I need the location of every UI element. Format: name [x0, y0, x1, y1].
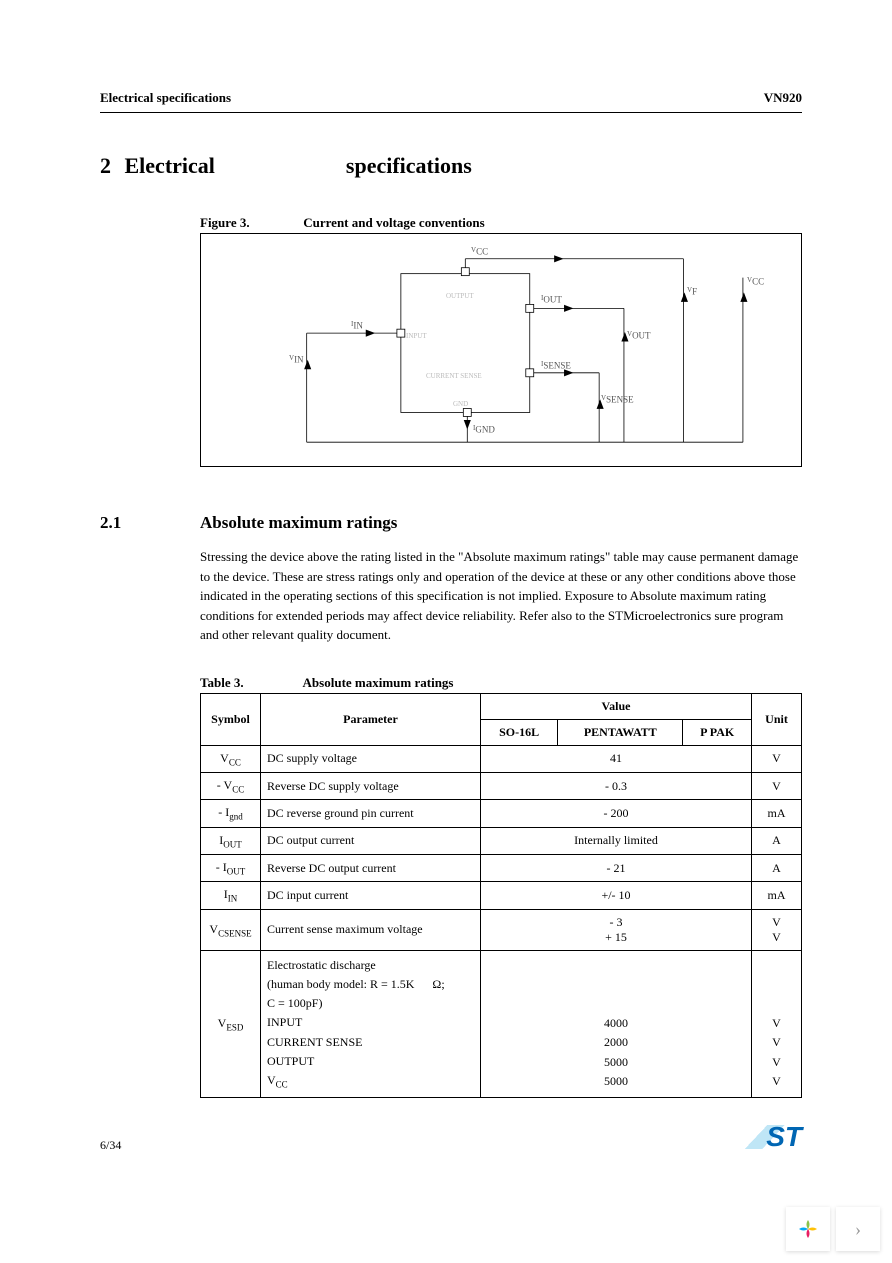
- cell-symbol: VCC: [201, 745, 261, 772]
- table-row: - IOUTReverse DC output current- 21A: [201, 855, 802, 882]
- cell-param: Reverse DC supply voltage: [261, 772, 481, 799]
- table-row: VESDElectrostatic discharge(human body m…: [201, 950, 802, 1097]
- cell-param: Electrostatic discharge(human body model…: [261, 950, 481, 1097]
- table-title: Absolute maximum ratings: [303, 675, 454, 690]
- label-output: OUTPUT: [446, 292, 474, 300]
- nav-next-button[interactable]: ›: [836, 1207, 880, 1251]
- cell-symbol: - IOUT: [201, 855, 261, 882]
- table-row: IINDC input current+/- 10mA: [201, 882, 802, 909]
- subsection-heading: 2.1 Absolute maximum ratings: [100, 513, 802, 547]
- table-number: Table 3.: [200, 675, 300, 691]
- label-vsense: VSENSE: [601, 394, 634, 404]
- table-row: - IgndDC reverse ground pin current- 200…: [201, 800, 802, 827]
- cell-value: - 3+ 15: [481, 909, 752, 950]
- table-row: IOUTDC output currentInternally limitedA: [201, 827, 802, 854]
- cell-param: Reverse DC output current: [261, 855, 481, 882]
- figure-3-diagram: VCC OUTPUT INPUT CURRENT SENSE GND IIN V…: [200, 233, 802, 467]
- header-right: VN920: [764, 90, 802, 106]
- table-row: VCCDC supply voltage41V: [201, 745, 802, 772]
- label-vout: VOUT: [627, 330, 651, 340]
- flower-icon: [796, 1217, 820, 1241]
- nav-widget: ›: [786, 1207, 880, 1251]
- nav-app-icon[interactable]: [786, 1207, 830, 1251]
- cell-symbol: IIN: [201, 882, 261, 909]
- th-unit: Unit: [752, 693, 802, 745]
- subsection-number: 2.1: [100, 513, 200, 547]
- cell-unit: VV: [752, 909, 802, 950]
- figure-number: Figure 3.: [200, 215, 300, 231]
- page-number: 6/34: [100, 1138, 121, 1153]
- section-heading: 2 Electrical specifications: [100, 153, 802, 179]
- st-logo: ST: [748, 1121, 802, 1153]
- section-word1: Electrical: [125, 153, 215, 178]
- figure-caption: Figure 3. Current and voltage convention…: [200, 215, 802, 231]
- cell-unit: mA: [752, 800, 802, 827]
- figure-title: Current and voltage conventions: [303, 215, 484, 230]
- page-footer: 6/34 ST: [100, 1121, 802, 1153]
- cell-param: DC reverse ground pin current: [261, 800, 481, 827]
- cell-unit: V: [752, 745, 802, 772]
- page-content: Electrical specifications VN920 2 Electr…: [0, 0, 892, 1138]
- cell-value: - 0.3: [481, 772, 752, 799]
- cell-symbol: - Ignd: [201, 800, 261, 827]
- th-p2pak: P PAK: [683, 719, 752, 745]
- header-left: Electrical specifications: [100, 90, 231, 106]
- label-gnd: GND: [453, 400, 468, 408]
- table-row: VCSENSECurrent sense maximum voltage- 3+…: [201, 909, 802, 950]
- cell-symbol: - VCC: [201, 772, 261, 799]
- label-vf: VF: [687, 286, 697, 296]
- cell-value: - 21: [481, 855, 752, 882]
- cell-param: DC input current: [261, 882, 481, 909]
- cell-value: 4000200050005000: [481, 950, 752, 1097]
- cell-symbol: IOUT: [201, 827, 261, 854]
- page-header: Electrical specifications VN920: [100, 90, 802, 113]
- cell-unit: A: [752, 827, 802, 854]
- table-header-row: Symbol Parameter Value Unit: [201, 693, 802, 719]
- th-pentawatt: PENTAWATT: [558, 719, 683, 745]
- th-symbol: Symbol: [201, 693, 261, 745]
- section-word2: specifications: [346, 153, 472, 178]
- ratings-table: Symbol Parameter Value Unit SO-16L PENTA…: [200, 693, 802, 1098]
- cell-param: Current sense maximum voltage: [261, 909, 481, 950]
- label-vin: VIN: [289, 354, 304, 364]
- table-row: - VCCReverse DC supply voltage- 0.3V: [201, 772, 802, 799]
- cell-param: DC supply voltage: [261, 745, 481, 772]
- ratings-paragraph: Stressing the device above the rating li…: [200, 547, 802, 645]
- cell-value: - 200: [481, 800, 752, 827]
- circuit-svg: [201, 234, 801, 466]
- label-ignd: IGND: [473, 424, 495, 434]
- label-input: INPUT: [406, 332, 427, 340]
- th-parameter: Parameter: [261, 693, 481, 745]
- subsection-title: Absolute maximum ratings: [200, 513, 397, 533]
- cell-unit: VVVV: [752, 950, 802, 1097]
- cell-param: DC output current: [261, 827, 481, 854]
- cell-value: 41: [481, 745, 752, 772]
- table-caption: Table 3. Absolute maximum ratings: [200, 675, 802, 691]
- cell-value: Internally limited: [481, 827, 752, 854]
- th-so16l: SO-16L: [481, 719, 558, 745]
- label-iout: IOUT: [541, 294, 562, 304]
- label-isense: ISENSE: [541, 360, 571, 370]
- cell-unit: A: [752, 855, 802, 882]
- cell-unit: mA: [752, 882, 802, 909]
- label-iin: IIN: [351, 320, 363, 330]
- chevron-right-icon: ›: [855, 1219, 861, 1240]
- cell-symbol: VCSENSE: [201, 909, 261, 950]
- label-csense: CURRENT SENSE: [426, 372, 482, 380]
- cell-unit: V: [752, 772, 802, 799]
- label-vcc2: VCC: [747, 276, 764, 286]
- section-number: 2: [100, 153, 111, 178]
- label-vcc: VCC: [471, 246, 488, 256]
- cell-value: +/- 10: [481, 882, 752, 909]
- cell-symbol: VESD: [201, 950, 261, 1097]
- th-value: Value: [481, 693, 752, 719]
